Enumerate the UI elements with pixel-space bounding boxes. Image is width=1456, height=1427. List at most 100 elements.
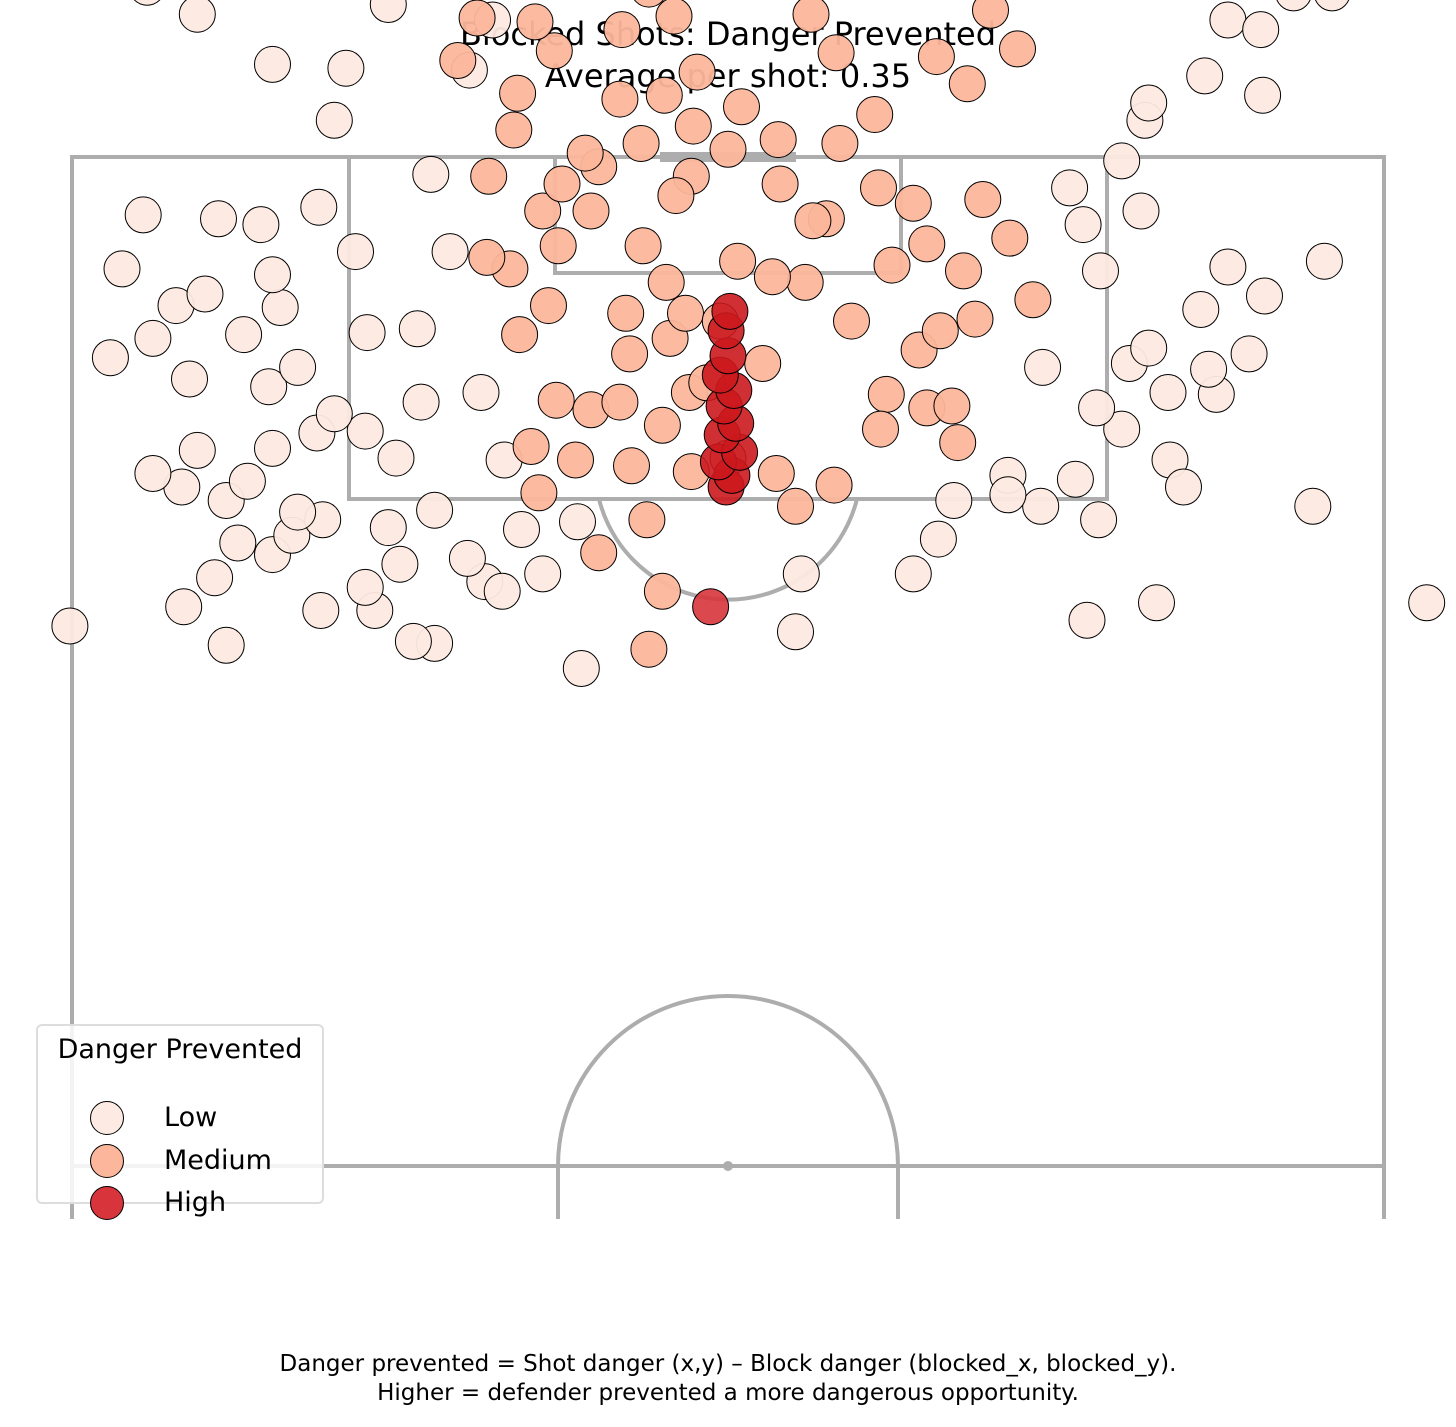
- shot-point-low: [1082, 252, 1119, 290]
- shot-point-low: [178, 431, 216, 469]
- shot-point-medium: [622, 125, 660, 162]
- shot-point-low: [348, 314, 386, 352]
- shot-point-medium: [495, 111, 533, 149]
- shot-point-medium: [643, 572, 681, 610]
- shot-point-low: [91, 339, 129, 377]
- shot-point-medium: [499, 74, 537, 112]
- shot-point-medium: [537, 381, 575, 419]
- series-medium: [439, 0, 1052, 668]
- shot-point-medium: [439, 42, 477, 79]
- shot-point-medium: [655, 0, 693, 35]
- series-high: [692, 292, 759, 626]
- shot-point-low: [431, 233, 469, 271]
- shot-point-low: [219, 524, 257, 562]
- shot-point-low: [250, 368, 288, 406]
- shot-point-medium: [759, 121, 797, 159]
- shot-point-medium: [761, 165, 799, 203]
- shot-point-low: [254, 256, 291, 294]
- shot-point-medium: [647, 263, 685, 301]
- shot-point-medium: [945, 252, 982, 290]
- shot-point-low: [416, 491, 454, 529]
- shot-point-low: [134, 455, 172, 492]
- shot-point-low: [1080, 501, 1118, 539]
- shot-point-low: [462, 374, 500, 411]
- shot-point-low: [225, 316, 263, 354]
- shot-point-medium: [501, 316, 539, 354]
- shot-point-medium: [667, 294, 704, 332]
- shot-point-low: [1186, 57, 1224, 95]
- shot-point-low: [327, 49, 365, 87]
- shot-point-medium: [1014, 281, 1052, 319]
- shot-point-medium: [630, 630, 668, 668]
- shot-point-low: [1122, 192, 1160, 230]
- shot-point-low: [1242, 11, 1280, 49]
- shot-point-low: [165, 588, 203, 626]
- shot-point-medium: [833, 302, 870, 340]
- shot-point-low: [935, 482, 973, 519]
- shot-point-low: [1138, 584, 1175, 622]
- shot-point-low: [1276, 0, 1311, 12]
- footnote-line-2: Higher = defender prevented a more dange…: [377, 1380, 1079, 1406]
- shot-point-low: [1149, 374, 1187, 411]
- shot-point-medium: [572, 192, 610, 230]
- shot-point-low: [200, 200, 237, 238]
- penalty-arc: [597, 498, 859, 602]
- shot-point-low: [207, 626, 245, 664]
- shot-point-medium: [723, 88, 760, 126]
- legend-swatch-high: [90, 1186, 124, 1220]
- shot-point-medium: [817, 34, 855, 72]
- shot-point-medium: [628, 501, 666, 539]
- shot-point-low: [394, 622, 432, 660]
- shot-point-medium: [543, 165, 581, 203]
- legend-item-medium: Medium: [90, 1142, 320, 1182]
- shot-point-medium: [524, 192, 562, 230]
- shot-point-low: [377, 439, 415, 477]
- shot-point-low: [562, 650, 600, 687]
- shot-point-low: [1078, 389, 1116, 427]
- shot-point-medium: [470, 157, 508, 195]
- shot-point-low: [894, 555, 932, 593]
- shot-point-medium: [530, 287, 567, 325]
- shot-point-low: [483, 572, 521, 610]
- shot-point-low: [1190, 350, 1228, 388]
- center-circle: [556, 994, 900, 1219]
- shot-point-low: [346, 412, 384, 450]
- shot-point-low: [1068, 601, 1106, 639]
- shot-point-low: [302, 592, 340, 629]
- shot-point-low: [1315, 0, 1350, 12]
- shot-point-medium: [512, 428, 550, 465]
- shot-point-medium: [643, 406, 681, 444]
- shot-point-medium: [860, 169, 897, 207]
- shot-point-low: [1246, 277, 1283, 315]
- shot-point-medium: [894, 184, 932, 222]
- shot-point-low: [412, 155, 450, 193]
- shot-points: [51, 0, 1446, 687]
- shot-point-low: [300, 188, 338, 226]
- shot-point-medium: [601, 80, 639, 118]
- shot-point-low: [559, 503, 596, 541]
- shot-point-medium: [933, 387, 971, 425]
- legend-label-high: High: [164, 1187, 227, 1218]
- shot-point-medium: [999, 30, 1036, 68]
- shot-point-low: [1182, 291, 1220, 328]
- shot-point-low: [279, 348, 317, 386]
- shot-point-medium: [516, 3, 554, 41]
- shot-point-medium: [613, 447, 650, 485]
- shot-point-medium: [744, 345, 782, 382]
- shot-point-low: [1408, 584, 1446, 622]
- shot-point-medium: [624, 227, 662, 265]
- shot-point-low: [1165, 468, 1202, 506]
- center-spot: [723, 1161, 733, 1171]
- legend-swatch-medium: [90, 1144, 124, 1178]
- shot-point-medium: [908, 225, 946, 263]
- shot-point-low: [369, 0, 407, 23]
- shot-point-medium: [939, 424, 977, 462]
- legend-item-high: High: [90, 1184, 320, 1224]
- shot-point-low: [1305, 242, 1343, 280]
- shot-point-low: [1022, 487, 1060, 525]
- footnote-line-1: Danger prevented = Shot danger (x,y) – B…: [279, 1351, 1177, 1377]
- series-low: [51, 0, 1446, 687]
- shot-point-low: [503, 511, 540, 548]
- shot-point-low: [171, 360, 208, 398]
- shot-point-low: [254, 45, 291, 83]
